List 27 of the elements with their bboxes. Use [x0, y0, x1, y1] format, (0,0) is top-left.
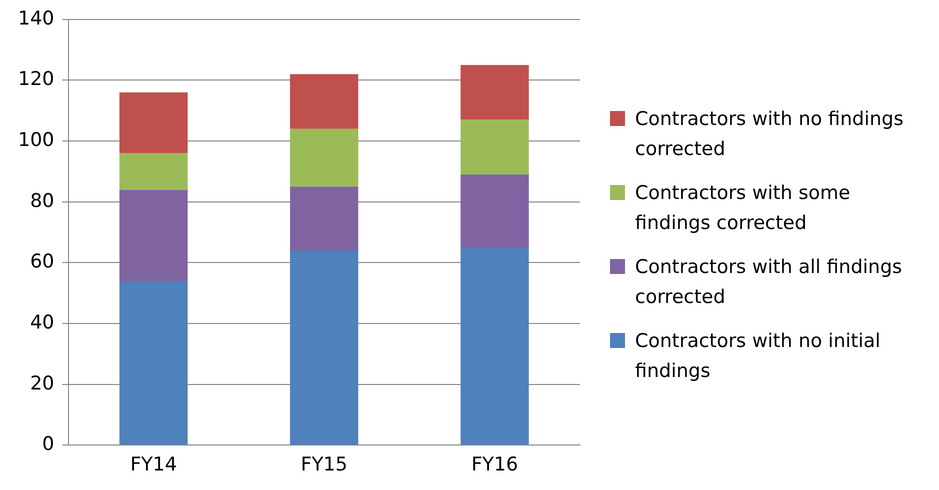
y-tick-label: 120 [18, 68, 54, 90]
x-tick-label: FY16 [471, 454, 518, 476]
bar [119, 190, 188, 281]
legend-label: Contractors with no initial findings [635, 329, 882, 384]
y-tick-label: 60 [30, 250, 54, 273]
y-tick-label: 100 [18, 128, 54, 151]
y-tick-label: 40 [30, 311, 54, 334]
bar [119, 153, 188, 190]
legend-label: Contractors with some findings corrected [635, 181, 852, 236]
x-tick-label: FY15 [300, 454, 348, 476]
x-tick-label: FY14 [130, 454, 177, 476]
bar [290, 74, 358, 129]
legend-label: Contractors with no findings corrected [635, 107, 905, 162]
legend-label: Contractors with all findings corrected [635, 255, 904, 310]
bar [290, 186, 358, 251]
bar [460, 174, 529, 248]
y-tick-label: 140 [18, 7, 54, 30]
bar [460, 120, 529, 175]
bar [460, 65, 529, 120]
y-tick-label: 80 [30, 190, 54, 212]
bar [460, 248, 529, 445]
y-tick-label: 0 [42, 433, 54, 456]
bar [290, 250, 358, 445]
bar [290, 128, 358, 187]
bar [119, 280, 188, 445]
bar [119, 92, 188, 154]
y-tick-label: 20 [30, 372, 54, 394]
